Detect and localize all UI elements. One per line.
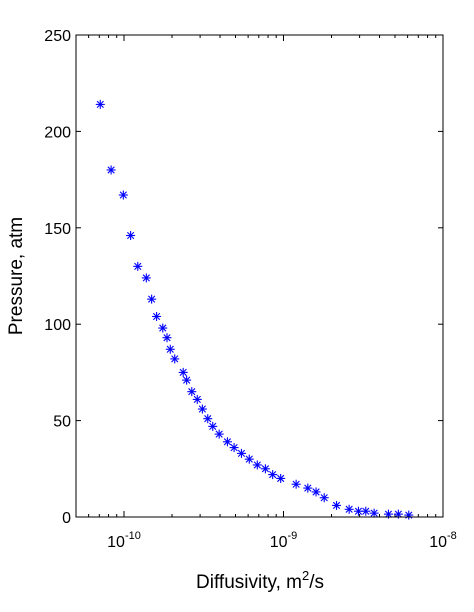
data-point	[165, 344, 175, 354]
x-tick-label-base: 10	[270, 534, 288, 551]
data-point	[208, 421, 218, 431]
data-point	[311, 487, 321, 497]
data-point	[404, 510, 414, 520]
data-point	[203, 414, 213, 424]
x-axis-title: Diffusivity, m2/s	[196, 568, 324, 593]
x-tick-label-base: 10	[107, 534, 125, 551]
data-point	[182, 375, 192, 385]
data-point	[178, 367, 188, 377]
data-point	[118, 190, 128, 200]
data-point	[162, 333, 172, 343]
data-point	[276, 473, 286, 483]
x-tick-label-base: 10	[429, 534, 447, 551]
data-point	[141, 273, 151, 283]
data-point	[268, 470, 278, 480]
y-axis-title: Pressure, atm	[6, 217, 27, 335]
data-point	[147, 294, 157, 304]
plot-frame	[75, 34, 444, 518]
data-point	[260, 464, 270, 474]
x-axis-title-base: Diffusivity, m	[196, 572, 302, 593]
data-point	[222, 437, 232, 447]
data-point	[158, 323, 168, 333]
x-tick-label: 10-8	[429, 530, 457, 551]
x-tick-label: 10-10	[107, 530, 141, 551]
y-axis-ticks: 0 50 100 150 200 250	[44, 28, 443, 527]
data-point	[197, 404, 207, 414]
data-point	[187, 387, 197, 397]
x-tick-label-exponent: -9	[288, 530, 298, 542]
data-point	[229, 443, 239, 453]
x-tick-label-exponent: -10	[125, 530, 141, 542]
data-point	[152, 311, 162, 321]
x-axis-title-sup: 2	[302, 568, 309, 583]
data-point	[332, 500, 342, 510]
data-point	[361, 506, 371, 516]
x-axis-title-tail: /s	[309, 572, 324, 593]
data-point	[126, 231, 136, 241]
y-tick-label: 100	[44, 317, 71, 334]
data-point	[303, 483, 313, 493]
y-tick-label: 50	[53, 414, 71, 431]
y-tick-label: 150	[44, 221, 71, 238]
data-point	[369, 508, 379, 518]
data-points	[95, 99, 414, 520]
data-point	[252, 460, 262, 470]
y-tick-label: 200	[44, 124, 71, 141]
data-point	[244, 454, 254, 464]
x-tick-label-exponent: -8	[447, 530, 457, 542]
data-point	[214, 429, 224, 439]
data-point	[106, 165, 116, 175]
y-tick-label: 0	[62, 510, 71, 527]
data-point	[192, 394, 202, 404]
data-point	[170, 354, 180, 364]
data-point	[95, 99, 105, 109]
data-point	[319, 493, 329, 503]
data-point	[344, 504, 354, 514]
data-point	[291, 479, 301, 489]
y-tick-label: 250	[44, 28, 71, 45]
x-tick-label: 10-9	[270, 530, 298, 551]
data-point	[236, 448, 246, 458]
data-point	[133, 261, 143, 271]
